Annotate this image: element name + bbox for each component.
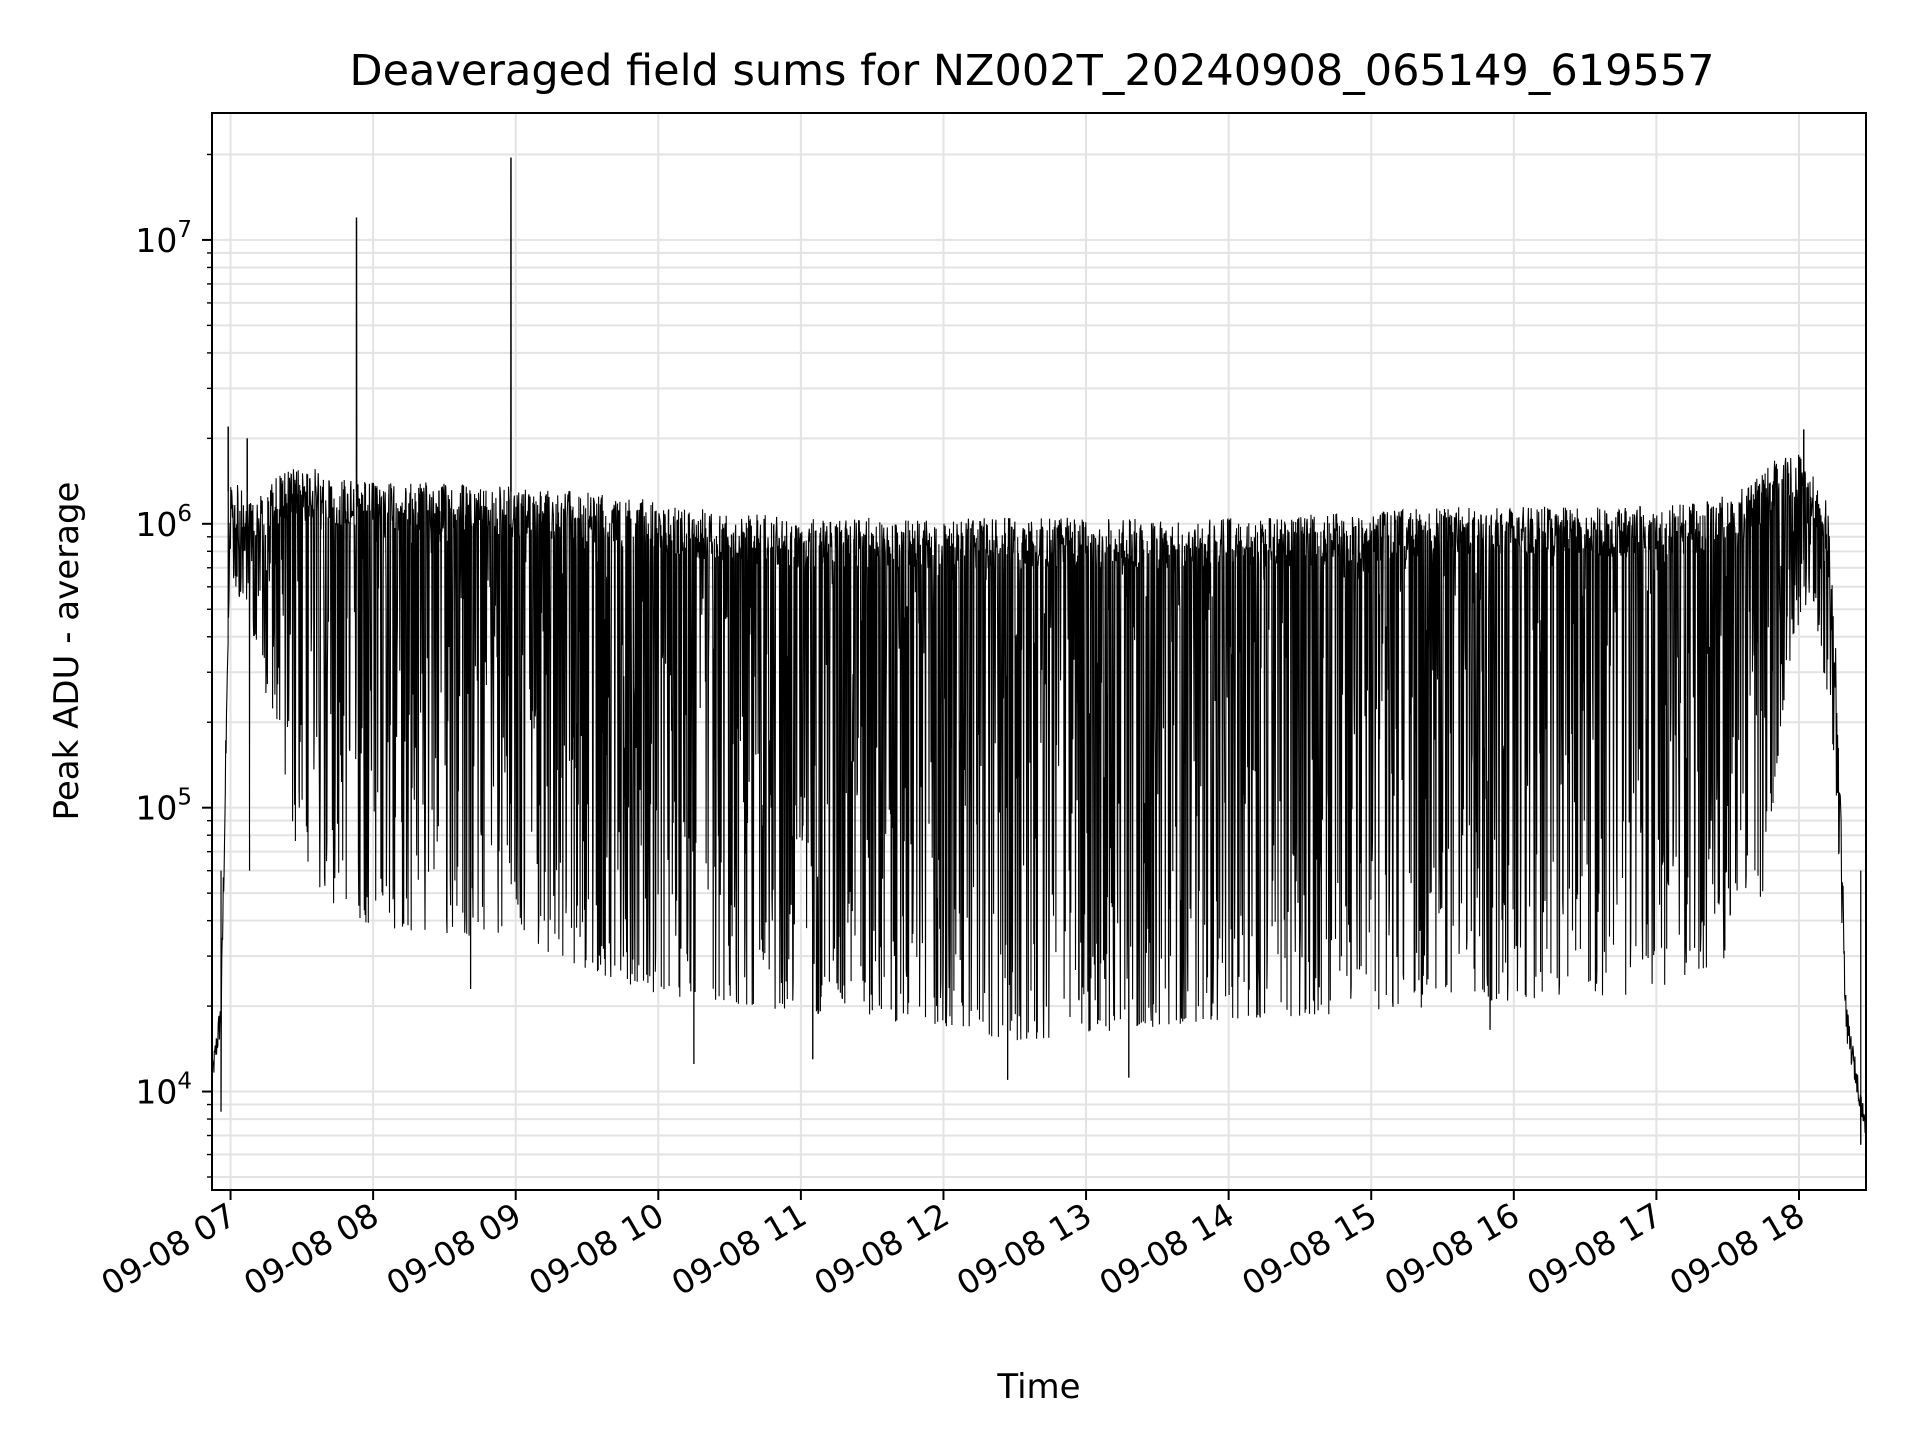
plot-frame bbox=[211, 112, 1867, 1191]
x-axis-title: Time bbox=[996, 1367, 1080, 1407]
y-tick-exponent: 7 bbox=[177, 217, 192, 243]
chart-title: Deaveraged field sums for NZ002T_2024090… bbox=[349, 46, 1714, 96]
data-series bbox=[210, 157, 1867, 1145]
y-tick-exponent: 6 bbox=[177, 501, 192, 527]
y-axis-title: Peak ADU - average bbox=[47, 482, 87, 821]
series-line bbox=[210, 157, 1867, 1145]
y-tick-exponent: 5 bbox=[177, 785, 192, 811]
y-tick-label: 105 bbox=[135, 785, 192, 828]
y-tick-label: 107 bbox=[135, 217, 192, 260]
y-tick-exponent: 4 bbox=[177, 1069, 192, 1095]
